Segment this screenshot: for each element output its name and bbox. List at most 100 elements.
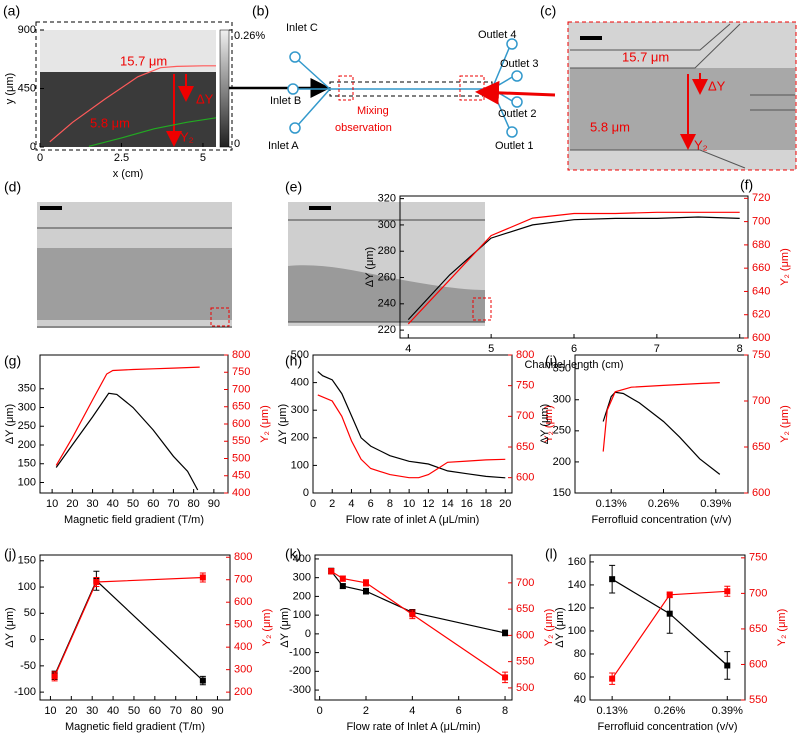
- y-axis-label: ΔY (μm): [279, 607, 291, 647]
- marker: [199, 677, 206, 684]
- series-line: [602, 391, 721, 475]
- panel-label: (a): [3, 3, 20, 19]
- y-tick-label: 500: [291, 349, 309, 361]
- y2-tick-label: 600: [232, 418, 250, 430]
- y-axis-label: ΔY (μm): [554, 607, 566, 647]
- y-axis-label: y (μm): [4, 73, 16, 104]
- y-tick-label: 80: [574, 648, 586, 660]
- marker: [51, 673, 58, 680]
- y-tick-label: 120: [568, 602, 586, 614]
- series-line: [317, 371, 506, 479]
- annotation: 5.8 μm: [90, 115, 130, 130]
- y-tick-label: -100: [14, 686, 36, 698]
- y-tick-label: 300: [553, 394, 571, 406]
- annotation: Y₂: [180, 129, 194, 144]
- y-tick-label: 450: [18, 82, 36, 94]
- series-line: [49, 65, 216, 143]
- marker: [502, 674, 509, 681]
- y2-tick-label: 600: [752, 332, 770, 344]
- device-diagram: (b) Inlet C Inlet B Inlet A Outlet 4 Out…: [252, 3, 539, 152]
- x-tick-label: 8: [387, 498, 393, 510]
- y2-tick-label: 300: [234, 664, 252, 676]
- y2-tick-label: 800: [232, 349, 250, 361]
- series-line: [54, 579, 204, 682]
- scale-bar: [309, 206, 331, 210]
- y2-axis-label: Y₂ (μm): [779, 248, 791, 286]
- y-tick-label: 150: [18, 555, 36, 567]
- x-tick-label: 4: [348, 498, 354, 510]
- y-axis-label: ΔY (μm): [539, 404, 551, 444]
- y-tick-label: 200: [293, 590, 311, 602]
- x-tick-label: 18: [480, 498, 492, 510]
- y2-tick-label: 600: [749, 658, 767, 670]
- mixing-box: [338, 75, 354, 101]
- x-tick-label: 30: [86, 498, 98, 510]
- y-tick-label: 300: [378, 219, 396, 231]
- y-tick-label: -300: [289, 684, 311, 696]
- plot-frame: [39, 554, 231, 701]
- x-tick-label: 20: [65, 705, 77, 717]
- x-tick-label: 16: [461, 498, 473, 510]
- micrograph: (c) 15.7 μm ΔY 5.8 μm Y₂: [475, 3, 797, 171]
- marker: [339, 583, 346, 590]
- outlet-label: Outlet 2: [498, 108, 537, 120]
- y2-tick-label: 700: [516, 577, 534, 589]
- x-tick-label: 0: [37, 152, 43, 164]
- x-tick-label: 6: [571, 343, 577, 355]
- series-line: [330, 570, 506, 678]
- y-tick-label: 350: [18, 383, 36, 395]
- y-tick-label: 140: [568, 579, 586, 591]
- y2-tick-label: 600: [516, 472, 534, 484]
- series-line: [407, 211, 740, 325]
- y2-tick-label: 620: [752, 309, 770, 321]
- y2-axis-label: Y₂ (μm): [779, 405, 791, 443]
- y2-tick-label: 750: [749, 552, 767, 564]
- y-tick-label: 60: [574, 671, 586, 683]
- y-axis-label: ΔY (μm): [4, 607, 16, 647]
- y2-tick-label: 800: [234, 551, 252, 563]
- x-tick-label: 50: [127, 498, 139, 510]
- plot-frame: [574, 354, 749, 494]
- x-axis-label: Channel length (cm): [524, 359, 623, 371]
- annotation: 5.8 μm: [590, 119, 630, 134]
- series-line: [55, 366, 200, 466]
- panel-label: (b): [252, 3, 269, 19]
- walls: [570, 23, 795, 169]
- x-tick-label: 0: [317, 705, 323, 717]
- marker: [724, 662, 731, 669]
- y-tick-label: 100: [293, 609, 311, 621]
- y2-tick-label: 750: [752, 349, 770, 361]
- scale-bar: [580, 36, 602, 40]
- y2-tick-label: 600: [234, 596, 252, 608]
- panel-frame: [35, 21, 233, 151]
- panel-label: (g): [4, 353, 21, 369]
- y2-tick-label: 700: [234, 574, 252, 586]
- y2-tick-label: 700: [516, 410, 534, 422]
- y2-tick-label: 500: [234, 619, 252, 631]
- y-tick-label: 100: [18, 581, 36, 593]
- ports: [287, 38, 523, 138]
- x-tick-label: 0.39%: [712, 705, 743, 717]
- colorbar-label: 0.26%: [234, 30, 265, 42]
- panel-label: (d): [4, 179, 21, 195]
- marker: [666, 610, 673, 617]
- x-tick-label: 5: [488, 343, 494, 355]
- y2-axis-label: Y₂ (μm): [259, 405, 271, 443]
- marker: [199, 574, 206, 581]
- inlet-label: Inlet C: [286, 22, 318, 34]
- x-tick-label: 80: [190, 705, 202, 717]
- marker: [362, 588, 369, 595]
- y-axis-label: ΔY (μm): [364, 247, 376, 287]
- ferrofluid-band: [288, 265, 485, 322]
- y2-tick-label: 550: [232, 435, 250, 447]
- annotation: 15.7 μm: [120, 53, 167, 68]
- x-tick-label: 90: [208, 498, 220, 510]
- y-tick-label: 300: [293, 572, 311, 584]
- y2-tick-label: 650: [749, 623, 767, 635]
- x-axis-label: Ferrofluid concentration (v/v): [592, 514, 732, 526]
- x-tick-label: 40: [107, 498, 119, 510]
- x-axis-label: Magnetic field gradient (T/m): [65, 721, 205, 733]
- y-tick-label: -200: [289, 665, 311, 677]
- y2-tick-label: 650: [232, 401, 250, 413]
- x-tick-label: 0.26%: [654, 705, 685, 717]
